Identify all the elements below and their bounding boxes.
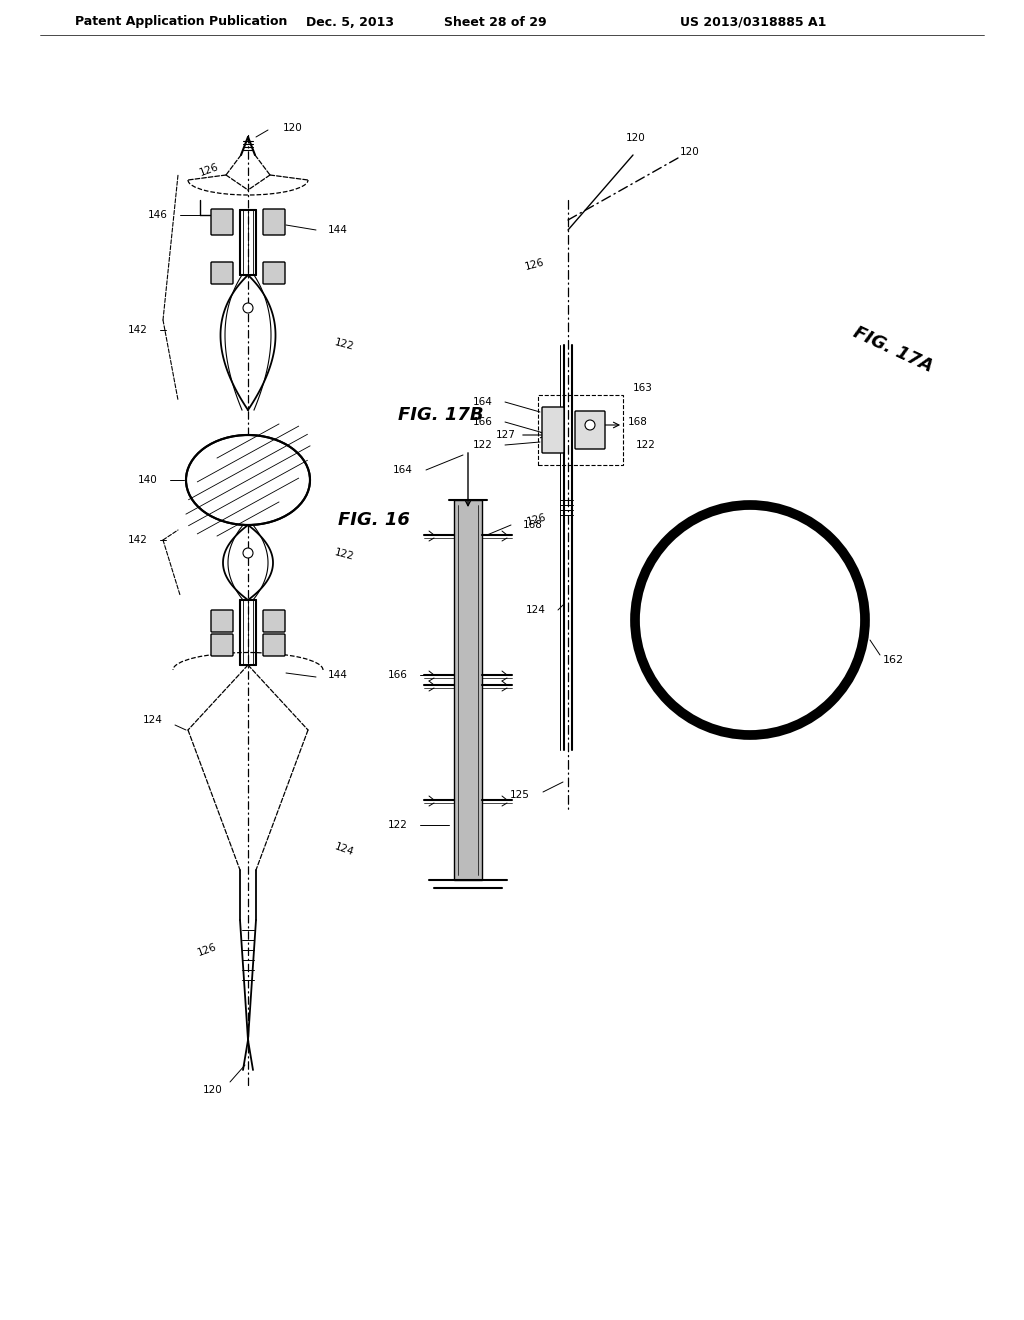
Circle shape bbox=[585, 420, 595, 430]
Ellipse shape bbox=[186, 436, 310, 525]
FancyBboxPatch shape bbox=[211, 261, 233, 284]
Text: 166: 166 bbox=[388, 671, 408, 680]
Text: 126: 126 bbox=[196, 942, 218, 958]
Text: Dec. 5, 2013: Dec. 5, 2013 bbox=[306, 16, 394, 29]
FancyBboxPatch shape bbox=[211, 209, 233, 235]
Text: 120: 120 bbox=[626, 133, 646, 143]
Text: 122: 122 bbox=[333, 338, 354, 352]
Text: Sheet 28 of 29: Sheet 28 of 29 bbox=[443, 16, 547, 29]
Text: 127: 127 bbox=[496, 430, 516, 440]
Text: 125: 125 bbox=[510, 789, 530, 800]
Text: FIG. 17A: FIG. 17A bbox=[850, 323, 935, 376]
Text: 126: 126 bbox=[198, 162, 220, 178]
Text: US 2013/0318885 A1: US 2013/0318885 A1 bbox=[680, 16, 826, 29]
Text: 120: 120 bbox=[283, 123, 303, 133]
FancyBboxPatch shape bbox=[211, 610, 233, 632]
Text: 164: 164 bbox=[393, 465, 413, 475]
Text: 124: 124 bbox=[526, 605, 546, 615]
Text: 144: 144 bbox=[328, 671, 348, 680]
FancyBboxPatch shape bbox=[542, 407, 564, 453]
FancyBboxPatch shape bbox=[263, 634, 285, 656]
Circle shape bbox=[243, 548, 253, 558]
Text: 166: 166 bbox=[473, 417, 493, 426]
Text: 140: 140 bbox=[138, 475, 158, 484]
Text: 126: 126 bbox=[524, 257, 546, 272]
Circle shape bbox=[243, 304, 253, 313]
Text: 122: 122 bbox=[636, 440, 656, 450]
Text: Patent Application Publication: Patent Application Publication bbox=[75, 16, 288, 29]
Text: 124: 124 bbox=[333, 842, 355, 858]
Text: 122: 122 bbox=[473, 440, 493, 450]
Text: 163: 163 bbox=[633, 383, 653, 393]
Text: FIG. 16: FIG. 16 bbox=[338, 511, 410, 529]
FancyBboxPatch shape bbox=[575, 411, 605, 449]
Text: 126: 126 bbox=[526, 512, 548, 528]
Text: 142: 142 bbox=[128, 325, 148, 335]
Text: 164: 164 bbox=[473, 397, 493, 407]
FancyBboxPatch shape bbox=[263, 610, 285, 632]
Text: 124: 124 bbox=[143, 715, 163, 725]
FancyBboxPatch shape bbox=[211, 634, 233, 656]
Text: 146: 146 bbox=[148, 210, 168, 220]
Bar bbox=[538, 395, 623, 465]
Text: 120: 120 bbox=[680, 147, 699, 157]
Text: 144: 144 bbox=[328, 224, 348, 235]
Bar bbox=[454, 500, 482, 880]
Text: 168: 168 bbox=[628, 417, 648, 426]
Text: 120: 120 bbox=[203, 1085, 223, 1096]
Text: FIG. 17B: FIG. 17B bbox=[398, 407, 483, 424]
Text: 142: 142 bbox=[128, 535, 148, 545]
FancyBboxPatch shape bbox=[263, 261, 285, 284]
FancyBboxPatch shape bbox=[263, 209, 285, 235]
Text: 122: 122 bbox=[333, 548, 354, 562]
Text: 168: 168 bbox=[523, 520, 543, 531]
Text: 162: 162 bbox=[883, 655, 904, 665]
Text: 122: 122 bbox=[388, 820, 408, 830]
